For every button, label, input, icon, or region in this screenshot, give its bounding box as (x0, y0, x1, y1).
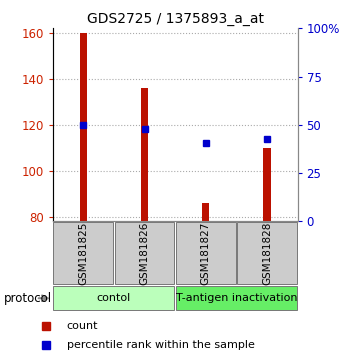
Bar (237, 222, 297, 284)
Text: T-antigen inactivation: T-antigen inactivation (175, 293, 297, 303)
Text: percentile rank within the sample: percentile rank within the sample (67, 340, 254, 350)
Text: GSM181828: GSM181828 (262, 221, 272, 285)
Bar (115, 222, 174, 284)
Bar (53, 222, 113, 284)
Bar (263, 148, 271, 221)
Text: GSM181825: GSM181825 (78, 221, 88, 285)
Bar (202, 203, 209, 221)
Bar (53, 286, 174, 310)
Text: GSM181826: GSM181826 (139, 221, 150, 285)
Text: GSM181827: GSM181827 (201, 221, 211, 285)
Bar (176, 222, 236, 284)
Bar (80, 33, 87, 221)
Text: contol: contol (97, 293, 131, 303)
Text: protocol: protocol (3, 292, 52, 304)
Bar (141, 88, 148, 221)
Bar (176, 286, 297, 310)
Text: count: count (67, 321, 98, 331)
Title: GDS2725 / 1375893_a_at: GDS2725 / 1375893_a_at (87, 12, 264, 26)
